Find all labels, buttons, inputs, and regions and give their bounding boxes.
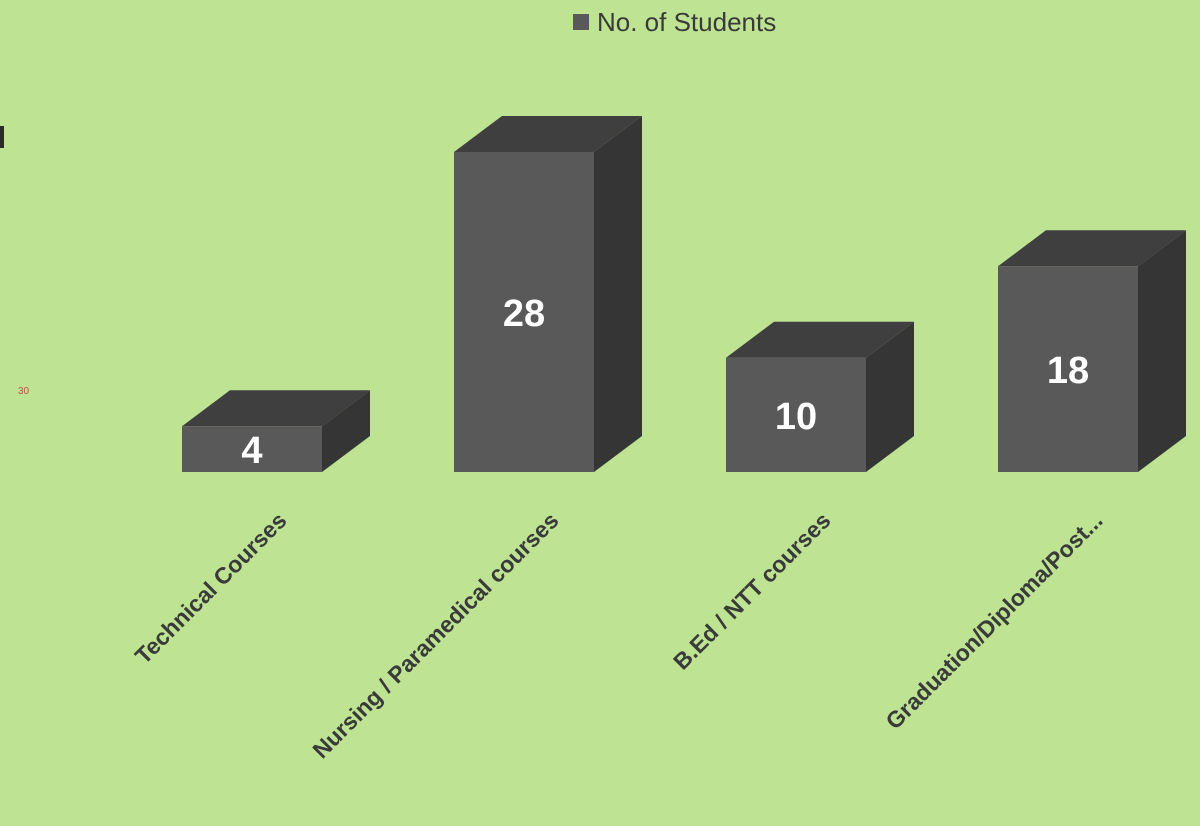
bar-top-face [726,321,914,358]
bar-top-face [454,115,642,152]
category-label: B.Ed / NTT courses [668,507,835,674]
bar-front-face [998,266,1138,472]
bar-2: 28 [454,115,642,473]
legend-label: No. of Students [597,6,777,37]
bar-4: 18 [998,230,1186,472]
data-label: 28 [503,293,545,335]
bar-front-face [726,357,866,472]
bar-side-face [594,115,642,473]
data-label: 4 [241,430,262,472]
data-label: 10 [775,396,817,438]
category-label: Nursing / Paramedical courses [307,507,563,763]
data-label: 18 [1047,350,1089,392]
bars-group: 4 28 10 18 [182,115,1186,473]
legend-swatch [573,14,589,30]
category-labels-group: Technical Courses Nursing / Paramedical c… [130,507,1108,763]
bar-side-face [1138,230,1186,472]
stray-axis-label: 30 [18,386,30,397]
category-label: Graduation/Diploma/Post... [880,507,1107,734]
bar-front-face [182,426,322,472]
bar-side-face [866,321,914,472]
bar-top-face [182,390,370,427]
bar-top-face [998,230,1186,267]
chart-legend: No. of Students [573,6,776,38]
bar-front-face [454,151,594,472]
bar-side-face [322,390,370,472]
edge-tick-mark [0,126,4,148]
bar-3: 10 [726,321,914,472]
category-label: Technical Courses [130,507,292,669]
bar-1: 4 [182,390,370,472]
